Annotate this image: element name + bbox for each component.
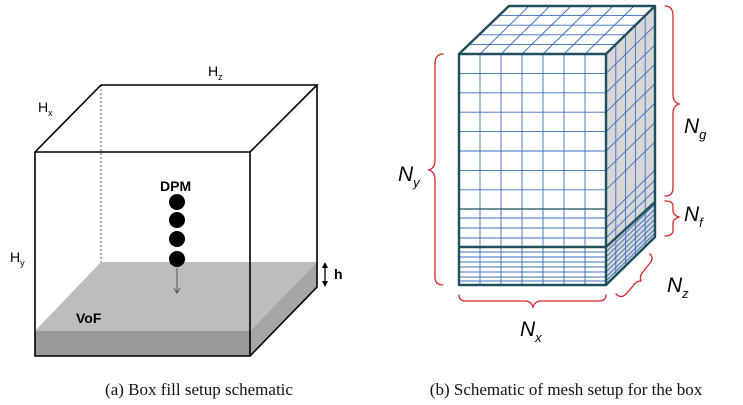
label-vof: VoF — [76, 310, 102, 326]
label-nf: Nf — [684, 203, 704, 230]
label-hx: Hx — [38, 99, 53, 118]
label-hy: Hy — [10, 249, 25, 268]
brace-nz — [615, 253, 653, 298]
mesh-line — [605, 122, 656, 171]
mesh-line — [605, 44, 656, 94]
label-dpm: DPM — [160, 178, 191, 194]
mesh-line — [542, 5, 593, 55]
mesh-line — [605, 169, 656, 219]
fall-arrow-head — [173, 287, 181, 294]
h-arrow-head-up — [322, 262, 328, 268]
label-hz: Hz — [208, 63, 223, 82]
mesh-front-face — [459, 54, 606, 285]
h-arrow-head-down — [322, 281, 328, 287]
mesh-line — [605, 25, 656, 74]
label-nz: Nz — [667, 274, 689, 301]
caption-b: (b) Schematic of mesh setup for the box — [430, 380, 703, 399]
dpm-particle — [169, 212, 185, 228]
mesh-line — [605, 83, 656, 132]
brace-nx — [458, 294, 607, 310]
caption-a: (a) Box fill setup schematic — [105, 380, 293, 399]
mesh-line — [605, 208, 656, 258]
mesh-top-face — [459, 6, 655, 54]
mesh-line — [605, 223, 656, 273]
mesh-line — [605, 232, 656, 282]
liquid-layer-top — [35, 262, 317, 331]
brace-ny — [426, 53, 444, 286]
braces — [426, 5, 682, 310]
dpm-particle — [169, 231, 185, 247]
dpm-particle — [169, 194, 185, 210]
liquid-layer-side — [250, 262, 317, 356]
mesh-line — [584, 5, 635, 55]
mesh-line — [605, 141, 656, 191]
mesh-line — [605, 213, 656, 263]
label-ny: Ny — [398, 163, 421, 190]
mesh-line — [605, 228, 656, 278]
mesh-line — [521, 5, 572, 55]
label-h: h — [334, 266, 343, 282]
dpm-particle — [169, 251, 185, 267]
mesh-line — [605, 218, 656, 268]
box-top-edges — [34, 84, 319, 153]
mesh-line — [479, 5, 530, 55]
liquid-layer-front — [35, 331, 250, 356]
mesh-line — [605, 179, 656, 229]
mesh-line — [605, 102, 656, 152]
mesh-line — [605, 63, 656, 113]
box-right-edges — [249, 85, 318, 357]
brace-ng — [664, 5, 682, 197]
label-ng: Ng — [684, 115, 707, 142]
mesh-line — [500, 5, 551, 55]
mesh-line — [605, 189, 656, 239]
mesh-line — [605, 203, 656, 253]
panel-a-box-fill-schematic: Hx Hz Hy h DPM VoF (a) Box fill setup sc… — [10, 63, 343, 399]
mesh-line — [563, 5, 614, 55]
mesh-outline — [457, 4, 657, 287]
label-nx: Nx — [520, 318, 542, 345]
brace-nf — [664, 200, 682, 237]
panel-b-mesh-schematic: Ny Ng Nf Nz Nx (b) Schematic of mesh set… — [398, 4, 707, 399]
